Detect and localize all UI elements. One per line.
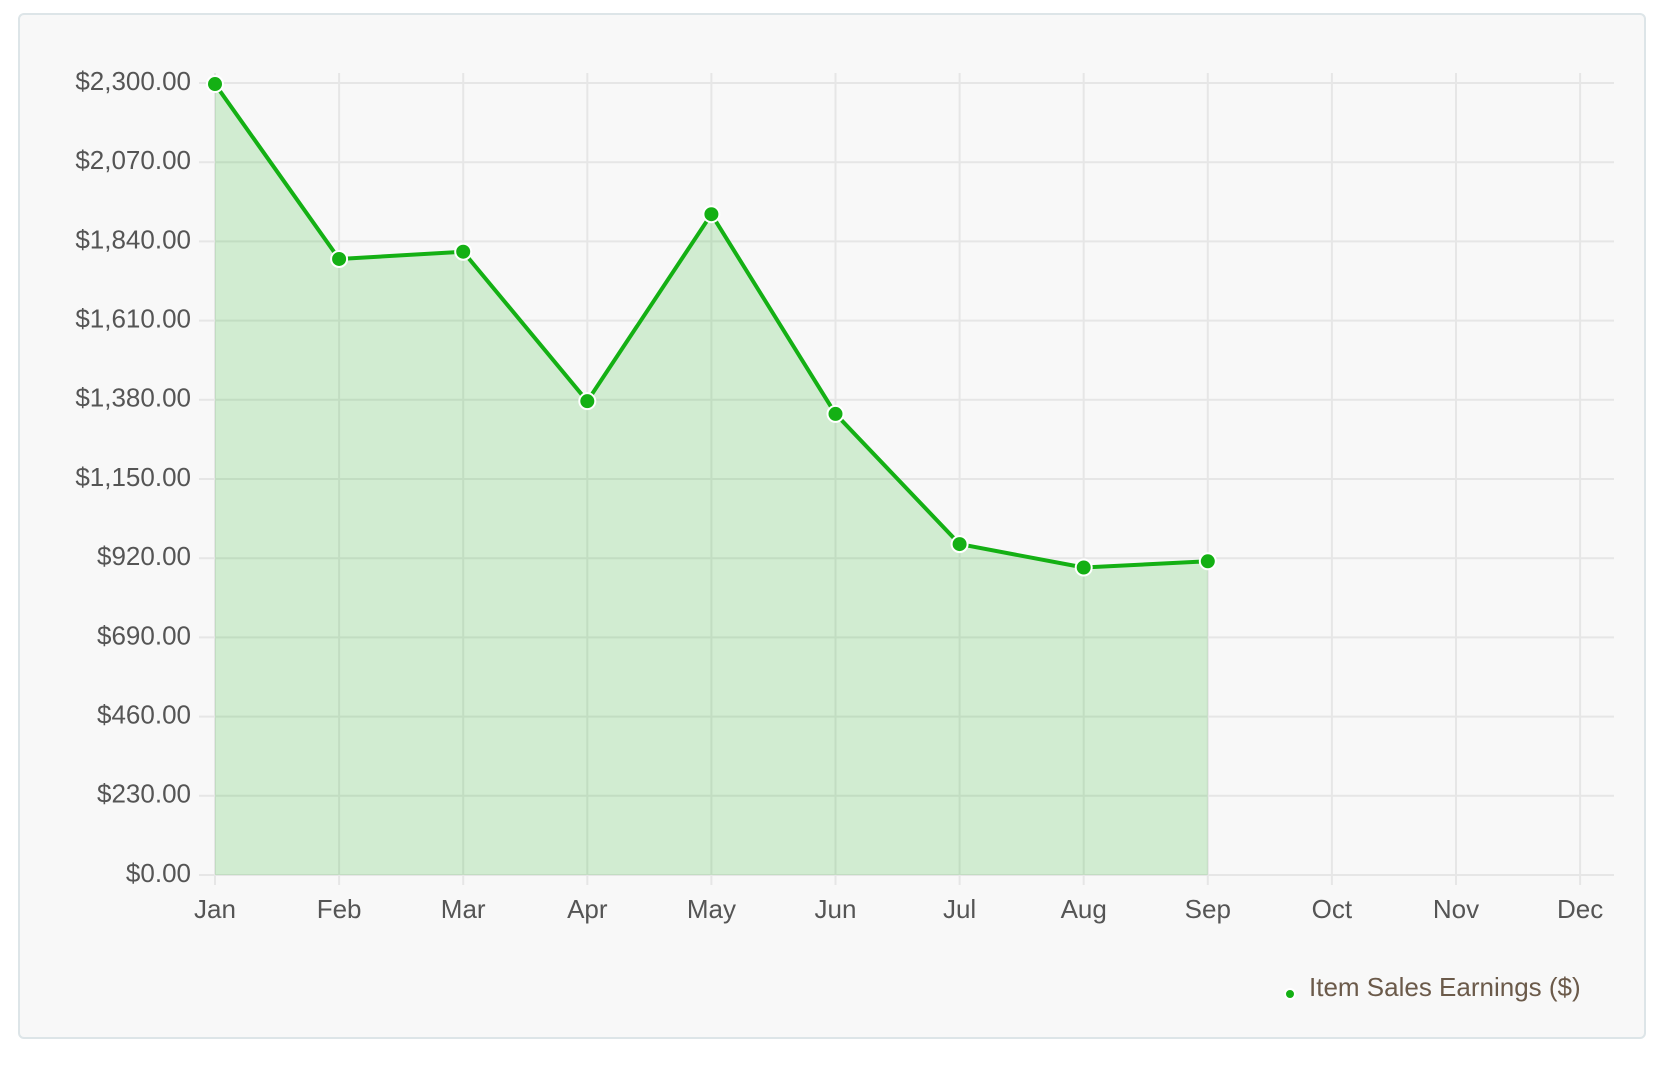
- area: [215, 84, 1208, 876]
- x-tick-label: Aug: [1061, 894, 1107, 924]
- y-tick-label: $460.00: [97, 699, 191, 729]
- y-tick-label: $1,840.00: [75, 224, 191, 254]
- y-tick-label: $2,300.00: [75, 66, 191, 96]
- y-tick-label: $1,610.00: [75, 303, 191, 333]
- point: [206, 75, 224, 94]
- point: [454, 242, 473, 261]
- point: [1198, 552, 1217, 571]
- y-tick-label: $920.00: [97, 541, 191, 571]
- x-tick-label: Jun: [815, 894, 857, 924]
- point: [578, 392, 597, 411]
- point: [330, 249, 349, 268]
- point: [950, 535, 969, 554]
- legend-label: Item Sales Earnings ($): [1309, 972, 1581, 1002]
- x-tick-label: Oct: [1312, 894, 1353, 924]
- x-tick-label: Nov: [1433, 894, 1479, 924]
- legend-marker: [1284, 988, 1296, 1000]
- point: [826, 404, 845, 423]
- x-tick-label: Jan: [194, 894, 236, 924]
- y-tick-label: $1,150.00: [75, 462, 191, 492]
- x-tick-label: Feb: [317, 894, 362, 924]
- x-tick-label: Dec: [1557, 894, 1603, 924]
- x-tick-label: May: [687, 894, 736, 924]
- x-tick-label: Jul: [943, 894, 976, 924]
- chart-card: [18, 13, 1646, 1039]
- x-tick-label: Mar: [441, 894, 486, 924]
- point: [702, 205, 721, 224]
- x-tick-label: Sep: [1185, 894, 1231, 924]
- y-tick-label: $690.00: [97, 620, 191, 650]
- y-tick-label: $1,380.00: [75, 383, 191, 413]
- y-tick-label: $0.00: [126, 858, 191, 888]
- x-tick-label: Apr: [567, 894, 608, 924]
- y-tick-label: $230.00: [97, 779, 191, 809]
- y-tick-label: $2,070.00: [75, 145, 191, 175]
- point: [1074, 558, 1093, 577]
